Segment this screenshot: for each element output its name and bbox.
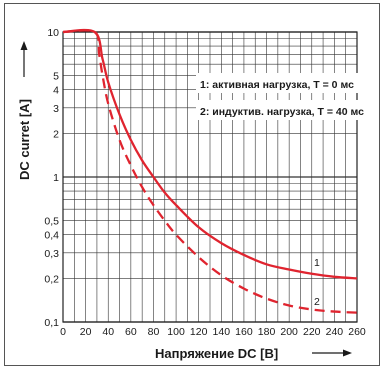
series-1-line <box>62 28 358 280</box>
series-group <box>62 28 358 314</box>
chart-frame <box>4 3 380 366</box>
y-tick-label: 0,3 <box>44 248 59 260</box>
x-tick-label: 120 <box>190 326 208 338</box>
legend-background-1 <box>196 73 358 93</box>
y-tick-label: 0,2 <box>44 273 59 285</box>
x-tick-label: 180 <box>258 326 276 338</box>
series-1-label: 1 <box>314 257 320 269</box>
y-axis-title: DC curret [A] <box>17 99 32 180</box>
y-tick-label: 5 <box>53 71 59 83</box>
x-tick-label: 40 <box>102 326 114 338</box>
y-tick-label: 10 <box>47 27 59 39</box>
legend-entry-1: 1: активная нагрузка, T = 0 мс <box>200 79 354 91</box>
x-tick-label: 100 <box>167 326 185 338</box>
y-tick-label: 0,4 <box>44 230 59 242</box>
x-tick-label: 240 <box>326 326 344 338</box>
y-tick-label: 3 <box>53 103 59 115</box>
y-tick-label: 0,1 <box>44 317 59 329</box>
series-2-line <box>62 29 358 314</box>
y-tick-label: 2 <box>53 128 59 140</box>
y-tick-label: 1 <box>53 172 59 184</box>
grid <box>62 31 358 323</box>
x-tick-label: 20 <box>80 326 92 338</box>
y-tick-label: 4 <box>53 85 59 97</box>
x-tick-label: 260 <box>348 326 366 338</box>
x-tick-label: 60 <box>125 326 137 338</box>
plot-area-border <box>62 31 358 323</box>
x-tick-label: 160 <box>235 326 253 338</box>
tick-labels: 0 20 40 60 80 100 120 140 160 180 200 220 240 260 0,1 0… <box>44 27 366 338</box>
series-2-label: 2 <box>314 296 320 308</box>
x-axis-arrow-head <box>343 349 352 357</box>
y-axis-arrow-head <box>20 41 28 50</box>
x-tick-label: 200 <box>280 326 298 338</box>
x-tick-label: 140 <box>213 326 231 338</box>
x-tick-label: 220 <box>303 326 321 338</box>
y-tick-label: 0,5 <box>44 216 59 228</box>
legend-entry-2: 2: индуктив. нагрузка, T = 40 мс <box>200 106 364 118</box>
x-axis-title: Напряжение DC [B] <box>155 346 278 361</box>
legend-background-2 <box>196 100 358 120</box>
x-tick-label: 80 <box>148 326 160 338</box>
x-tick-label: 0 <box>60 326 66 338</box>
